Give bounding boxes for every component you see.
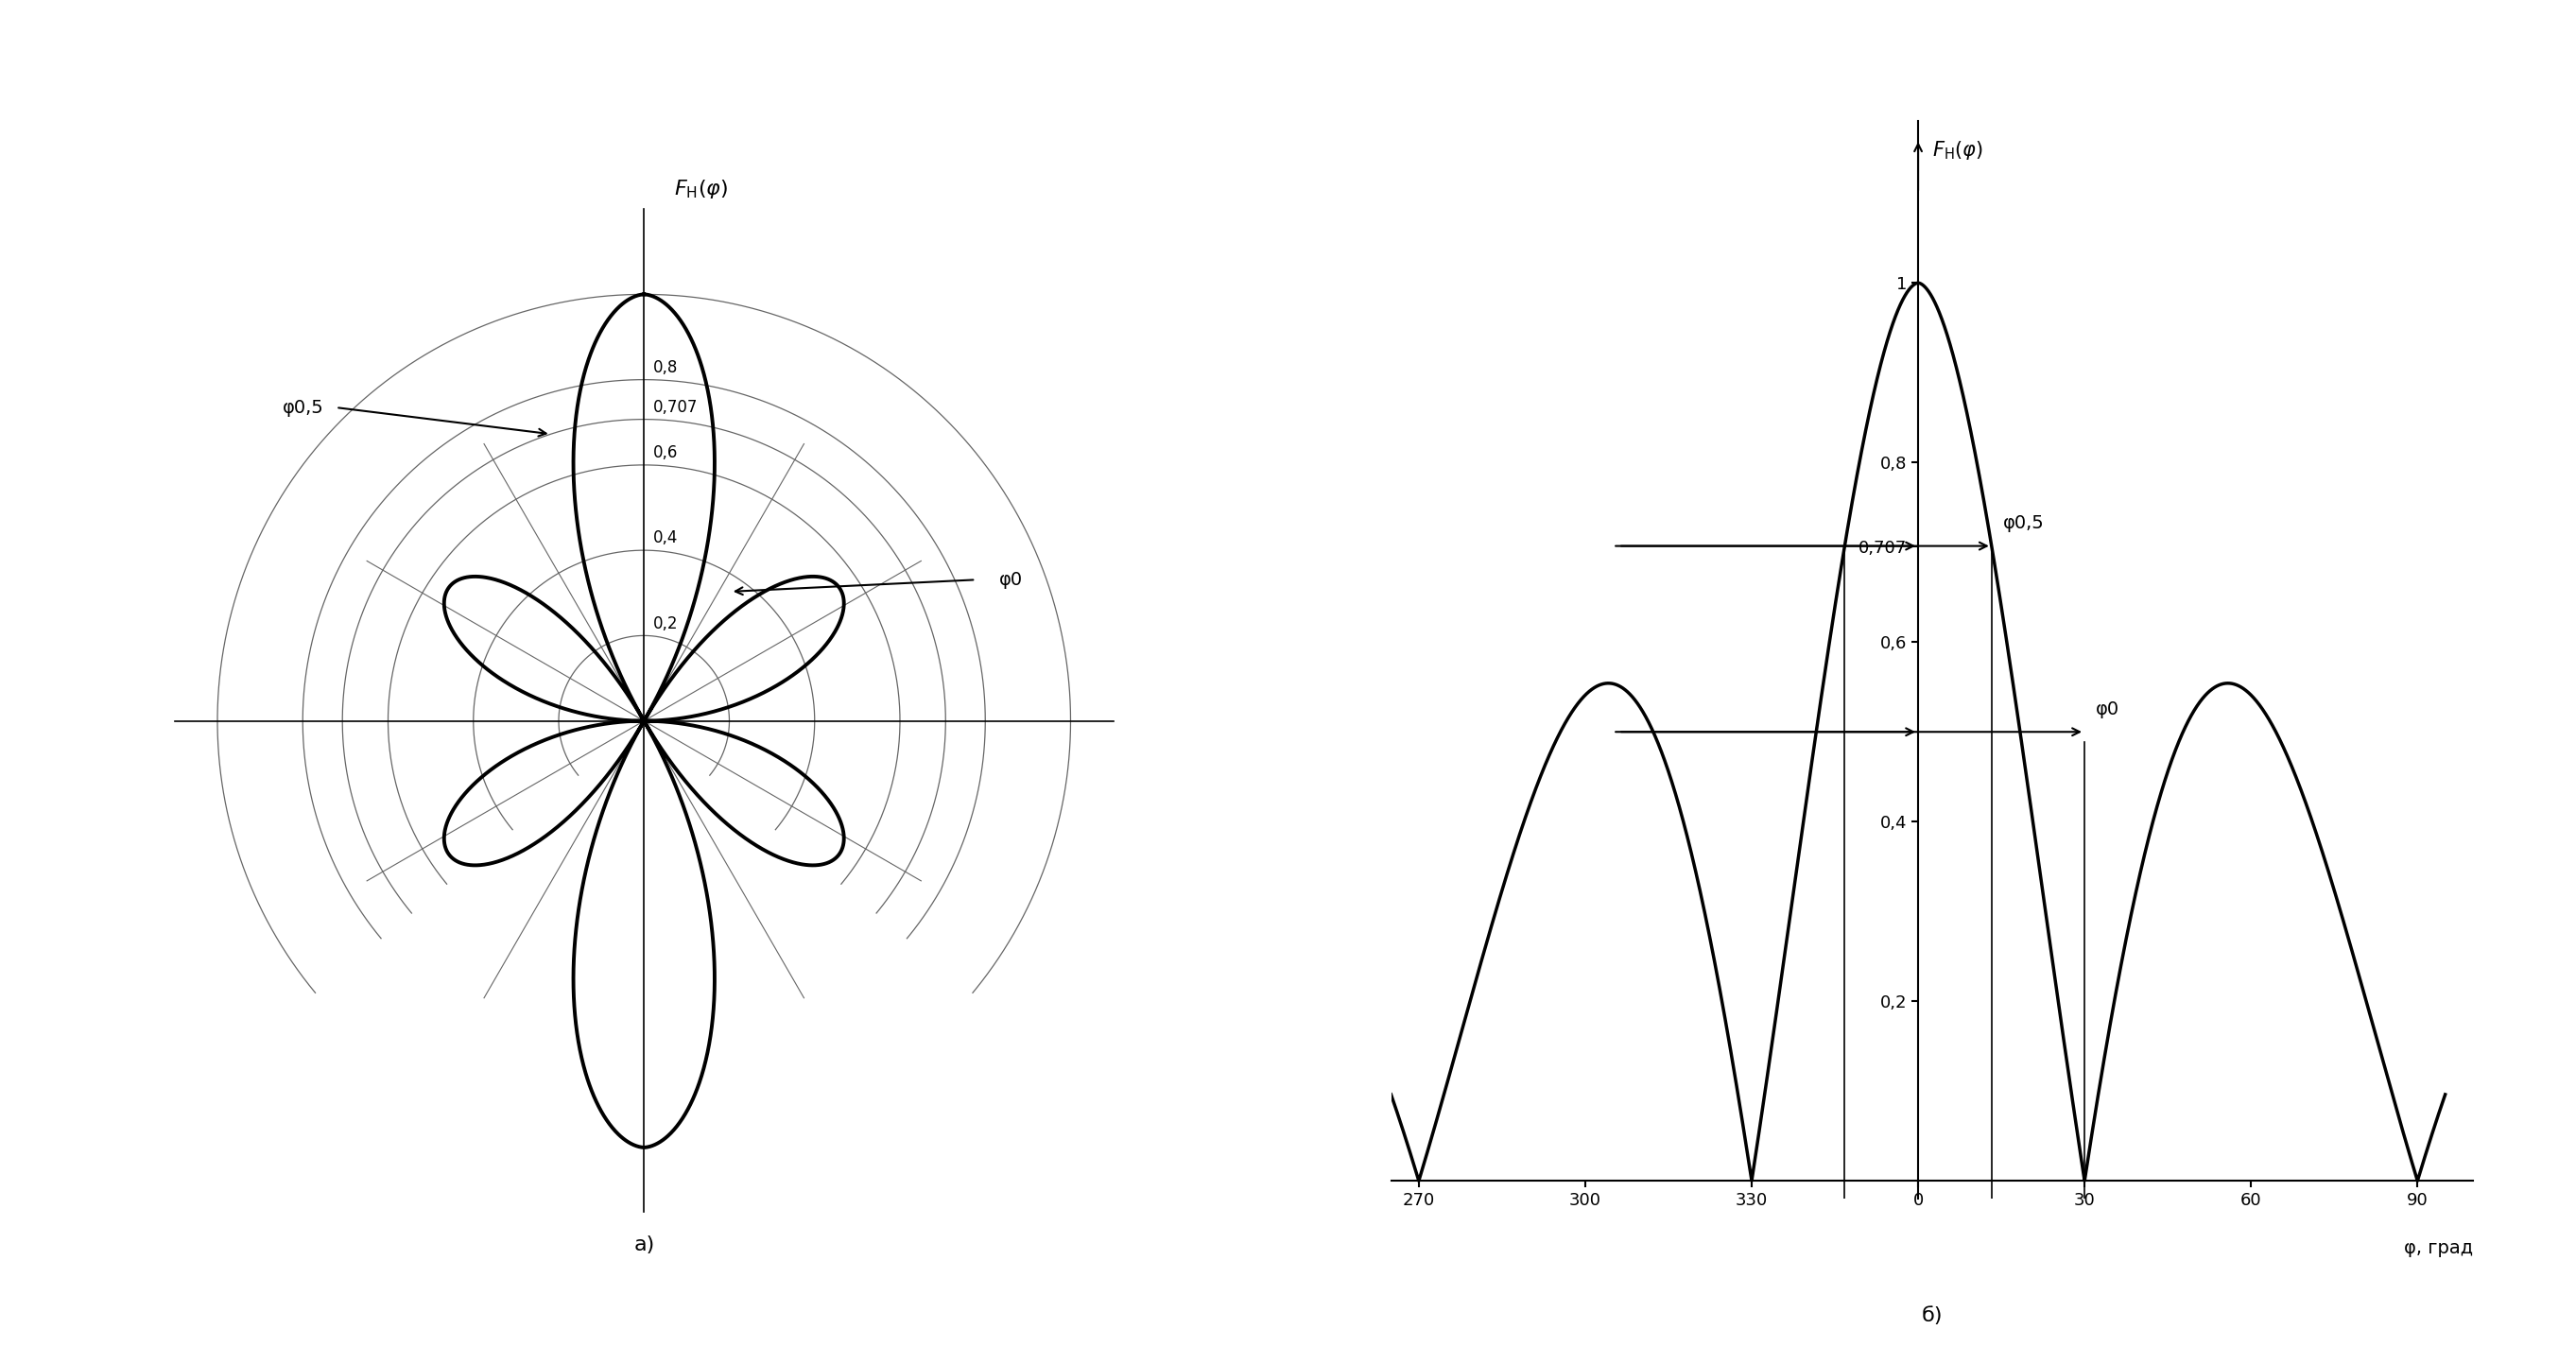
Text: φ0,5: φ0,5 [2002, 515, 2043, 532]
Text: 0,6: 0,6 [654, 445, 677, 462]
Text: φ, град: φ, град [2403, 1239, 2473, 1257]
Text: а): а) [634, 1235, 654, 1254]
Text: б): б) [1922, 1307, 1942, 1325]
Text: 0,4: 0,4 [654, 529, 677, 547]
Text: 0,707: 0,707 [654, 399, 698, 416]
Text: 0,2: 0,2 [654, 616, 677, 632]
Text: φ0: φ0 [999, 571, 1023, 589]
Text: φ0,5: φ0,5 [283, 399, 325, 416]
Text: 0,8: 0,8 [654, 360, 677, 376]
Text: $F_{\mathrm{H}}(\varphi)$: $F_{\mathrm{H}}(\varphi)$ [1932, 139, 1984, 162]
Text: $F_{\mathrm{H}}(\varphi)$: $F_{\mathrm{H}}(\varphi)$ [675, 178, 726, 201]
Text: φ0: φ0 [2094, 700, 2120, 718]
